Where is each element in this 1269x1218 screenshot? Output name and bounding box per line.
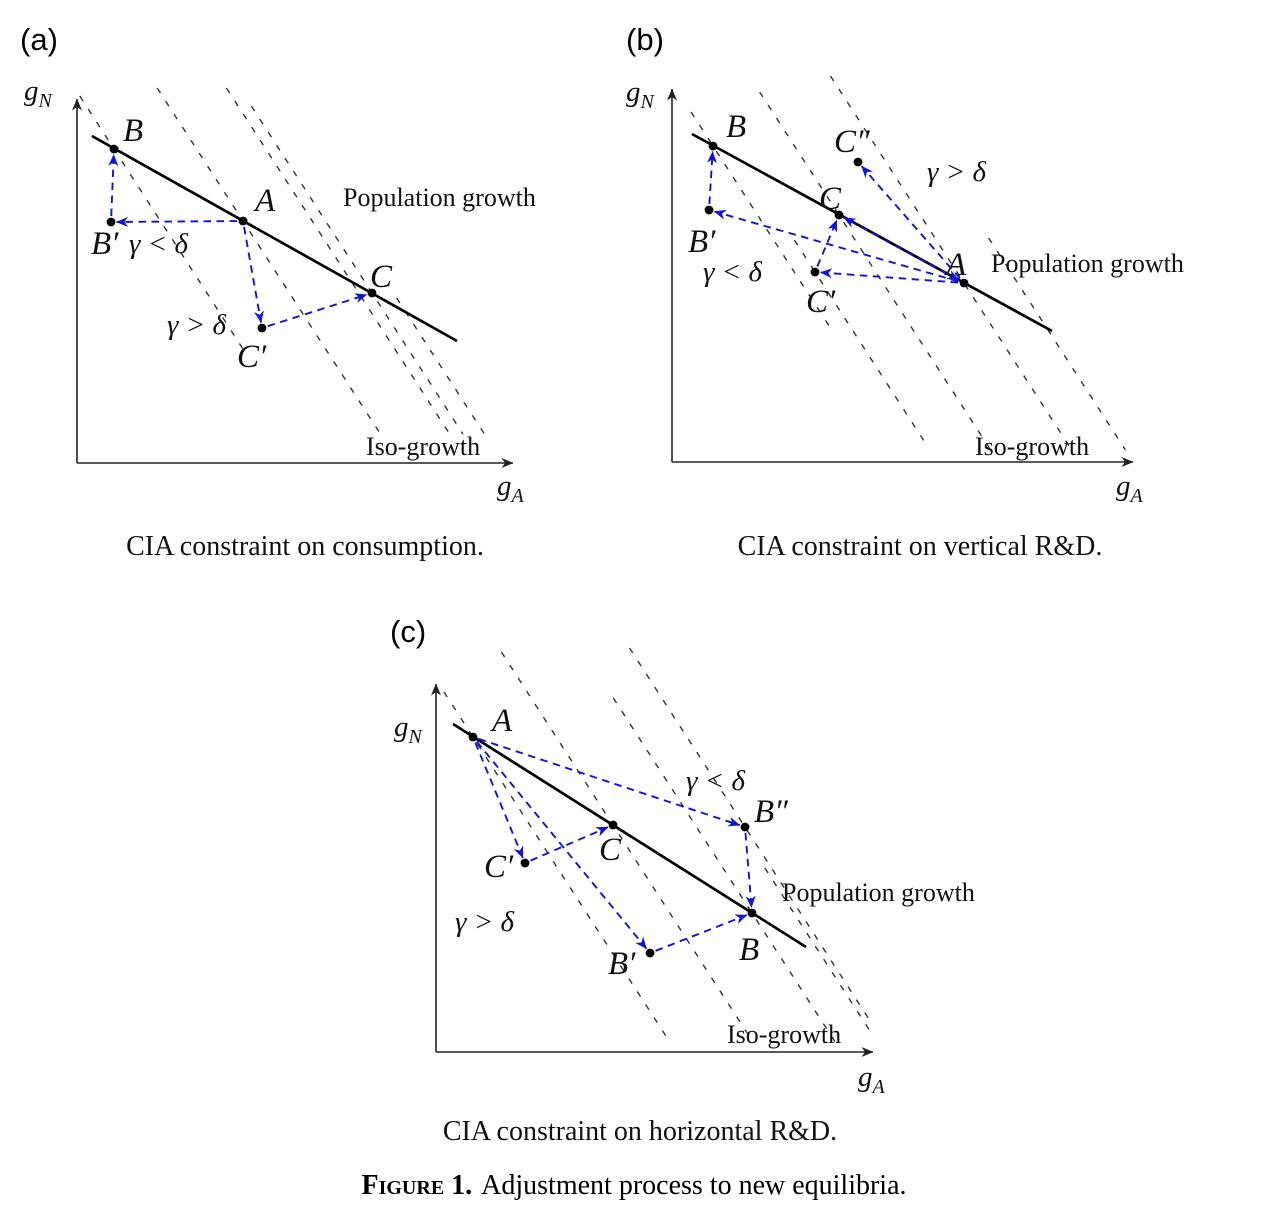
panel-b-arrow-A-to-Cpp <box>860 165 961 280</box>
panel-c-iso-growth-line-3 <box>612 697 838 1045</box>
panel-a-iso-growth-line-4 <box>396 297 487 437</box>
panel-b-arrow-A-to-C <box>843 216 960 281</box>
panel-b-x-axis-label: gA <box>1116 470 1144 507</box>
panel-c-point-Bpp <box>740 822 750 832</box>
panel-b-iso-growth-label: Iso-growth <box>975 432 1089 461</box>
subfig-label-b: (b) <box>626 22 664 57</box>
panel-b-point-Bp <box>704 205 714 215</box>
panel-c-point-label-Bpp: B″ <box>754 794 789 830</box>
subfig-caption-b: CIA constraint on vertical R&D. <box>737 531 1103 562</box>
panel-b-iso-growth-line-4 <box>988 237 1127 451</box>
panel-a-y-axis-label: gN <box>24 75 54 112</box>
panel-c-point-B <box>747 908 757 918</box>
panel-c-point-Cp <box>520 858 530 868</box>
panel-a-x-axis-label: gA <box>497 470 525 507</box>
panel-c-arrow-Bp-to-B <box>655 914 748 952</box>
panel-b-arrow-A-to-Cp <box>819 268 959 284</box>
panel-a-point-A <box>238 216 248 226</box>
panel-b-point-Cp <box>810 267 820 277</box>
panel-a-arrow-A-to-Cp <box>243 226 264 324</box>
panel-b-point-label-Cpp: C″ <box>834 124 871 160</box>
panel-c-point-C <box>608 820 618 830</box>
panel-c-point-label-A: A <box>490 703 513 739</box>
panel-a-point-label-Cp: C′ <box>237 339 267 375</box>
panel-a-iso-growth-label: Iso-growth <box>366 432 480 461</box>
panel-c-population-growth-label: Population growth <box>782 878 975 907</box>
panel-a-point-Cp <box>257 323 267 333</box>
panel-a-point-label-A: A <box>253 183 276 219</box>
figure-number: Figure 1. <box>361 1170 473 1201</box>
panel-b-point-A <box>959 278 969 288</box>
panel-c-condition-label-0: γ < δ <box>686 765 745 797</box>
panel-a-iso-growth-line-1 <box>156 87 382 435</box>
panel-c-y-axis-label: gN <box>394 711 424 748</box>
panel-b-population-growth-label: Population growth <box>991 249 1184 278</box>
panel-b-point-Cpp <box>853 157 863 167</box>
panel-c-iso-growth-line-0 <box>443 691 670 1041</box>
panel-b-y-axis-label: gN <box>626 76 656 113</box>
subfig-caption-a: CIA constraint on consumption. <box>126 531 484 562</box>
panel-c-point-Bp <box>645 948 655 958</box>
panel-b-iso-growth-line-0 <box>690 111 834 333</box>
panel-c-arrow-A-to-Bp <box>476 741 648 950</box>
panel-a-point-Bp <box>106 217 116 227</box>
panel-c-condition-label-1: γ > δ <box>455 906 514 938</box>
panel-b-point-label-B: B <box>726 109 746 145</box>
panel-c-population-growth-line <box>452 722 807 949</box>
panel-a-point-C <box>367 288 377 298</box>
panel-a-iso-growth-line-0 <box>79 95 249 357</box>
subfig-caption-c: CIA constraint on horizontal R&D. <box>442 1116 838 1147</box>
figure-caption-text: Adjustment process to new equilibria. <box>481 1170 907 1201</box>
panel-b-point-B <box>708 141 718 151</box>
panel-c-point-label-Bp: B′ <box>608 946 636 982</box>
panel-c-point-label-B: B <box>739 932 759 968</box>
panel-b-point-label-Bp: B′ <box>688 224 716 260</box>
panel-a-condition-label-1: γ > δ <box>167 309 226 341</box>
panel-b-point-label-Cp: C′ <box>806 284 836 320</box>
panel-b-condition-label-0: γ > δ <box>927 156 986 188</box>
panel-a-point-label-Bp: B′ <box>91 226 119 262</box>
panel-b-point-C <box>834 210 844 220</box>
panel-b-point-label-A: A <box>944 247 967 283</box>
panel-c-arrow-Bpp-to-B <box>744 832 756 909</box>
panel-c-iso-growth-line-4 <box>764 867 874 1037</box>
panel-c-point-A <box>468 732 478 742</box>
panel-c-point-label-C: C <box>599 832 622 868</box>
subfig-label-c: (c) <box>390 614 427 649</box>
panel-a-population-growth-label: Population growth <box>343 183 536 212</box>
panel-a-condition-label-0: γ < δ <box>129 228 188 260</box>
panel-c-arrow-A-to-Bpp <box>478 737 741 827</box>
panel-a-iso-growth-line-2 <box>225 87 451 435</box>
panel-b-condition-label-1: γ < δ <box>703 256 762 288</box>
panel-b-population-growth-line <box>691 132 1053 333</box>
panel-a-point-B <box>109 144 119 154</box>
panel-b-arrow-Cp-to-C <box>816 219 838 267</box>
panel-a-arrow-A-to-Bp <box>115 216 238 227</box>
panel-b-point-label-C: C <box>819 181 842 217</box>
panel-a-population-growth-line <box>91 134 458 343</box>
panel-c-arrow-A-to-Cp <box>474 742 524 859</box>
panel-a-arrow-Cp-to-C <box>267 293 368 328</box>
panel-c-iso-growth-label: Iso-growth <box>727 1020 841 1049</box>
panel-b-arrow-Bp-to-B <box>706 150 717 205</box>
figure-caption: Figure 1. Adjustment process to new equil… <box>314 1170 954 1202</box>
panel-a-iso-growth-line-3 <box>250 105 464 435</box>
panel-b-iso-growth-line-2 <box>793 239 930 449</box>
panel-c-arrow-Cp-to-C <box>530 826 609 862</box>
panel-c-iso-growth-line-2 <box>628 647 873 1025</box>
panel-a-arrow-Bp-to-B <box>108 153 119 217</box>
panel-a-point-label-B: B <box>123 113 143 149</box>
subfig-label-a: (a) <box>20 22 58 57</box>
panel-c-x-axis-label: gA <box>858 1061 886 1098</box>
panel-a-point-label-C: C <box>370 259 393 295</box>
panel-c-point-label-Cp: C′ <box>484 849 514 885</box>
